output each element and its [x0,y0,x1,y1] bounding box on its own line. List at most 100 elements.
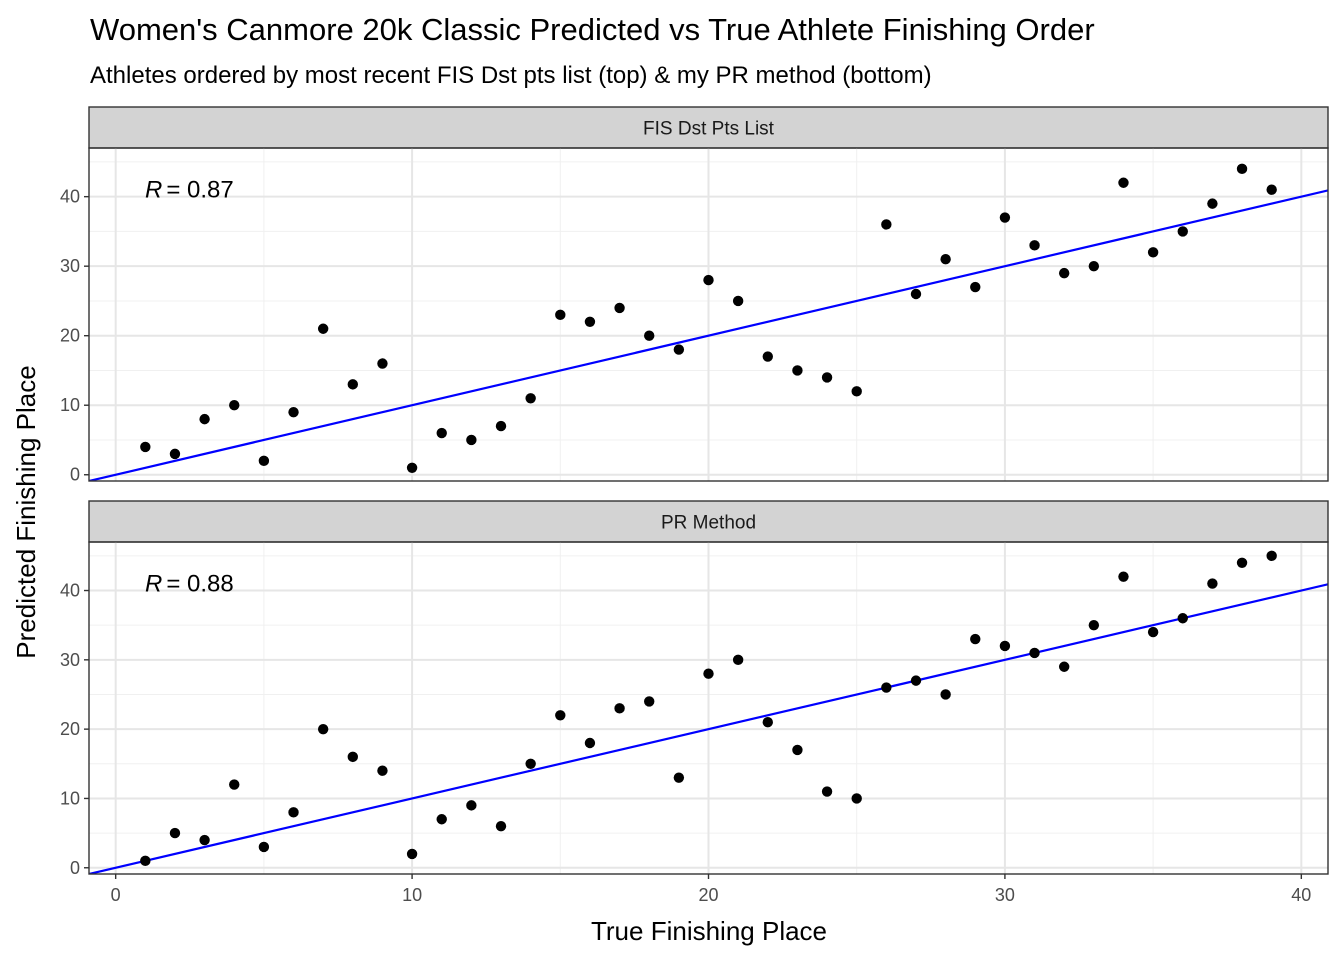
data-point [910,288,922,300]
data-point [732,654,744,666]
data-point [940,689,951,700]
data-point [1088,619,1100,631]
facet-strip [88,106,1329,149]
data-point [169,827,181,839]
data-point [555,309,566,321]
data-point [495,820,507,832]
data-point [555,710,566,721]
data-point [436,427,447,439]
x-tick-label: 20 [698,885,718,905]
data-point [999,212,1011,223]
data-point [1207,198,1218,209]
data-point [377,765,388,776]
data-point [1118,571,1129,582]
data-point [377,358,388,369]
data-point [1088,260,1100,272]
data-point [673,772,685,783]
y-tick-label: 30 [60,650,80,670]
data-point [821,372,833,383]
data-point [1177,613,1188,624]
data-point [229,400,240,411]
y-tick-label: 40 [60,581,80,601]
correlation-value: = 0.88 [166,571,233,598]
correlation-symbol: R [145,571,162,598]
regression-line [89,189,1328,481]
data-point [525,758,536,769]
data-point [288,807,299,818]
data-point [732,295,744,307]
data-point [881,219,892,230]
data-point [970,633,981,645]
y-tick-label: 10 [60,395,80,415]
data-point [644,330,655,341]
facet-strip [88,500,1329,543]
data-point [317,323,329,334]
x-tick-label: 10 [402,885,422,905]
correlation-label: R = 0.87 [145,177,234,204]
data-point [1236,557,1248,568]
data-point [1029,647,1040,659]
data-point [851,793,862,804]
data-point [169,448,181,460]
x-axis: 0 10 20 30 40 [111,874,1311,905]
data-point [199,413,210,425]
data-point [614,703,625,714]
y-tick-label: 40 [60,187,80,207]
data-point [258,455,270,467]
data-point [406,462,418,473]
data-point [229,779,240,790]
data-point [792,365,803,376]
data-point [851,386,862,397]
data-point [673,344,685,355]
x-tick-label: 40 [1291,885,1311,905]
data-point [584,737,596,749]
data-point [1266,550,1277,562]
y-tick-label: 30 [60,256,80,276]
data-point [525,393,536,404]
data-point [762,351,773,362]
data-point [1207,578,1218,589]
panel-border [88,147,1329,482]
data-point [347,379,359,390]
chart-subtitle: Athletes ordered by most recent FIS Dst … [90,62,932,89]
x-tick-label: 30 [995,885,1015,905]
y-tick-label: 0 [70,465,80,485]
panel-fis-dst-pts: FIS Dst Pts List 0 10 20 30 40 R = 0.87 [60,106,1329,485]
data-point [970,281,981,293]
data-point [703,668,714,679]
data-point [1266,184,1277,195]
y-tick-label: 20 [60,326,80,346]
data-point [1177,226,1188,237]
y-tick-label: 10 [60,788,80,808]
data-point [703,274,714,286]
data-point [199,834,210,846]
data-point [644,696,655,707]
correlation-label: R = 0.88 [145,571,234,598]
data-point [495,420,507,432]
correlation-value: = 0.87 [166,177,233,204]
data-point [792,744,803,756]
panel-pr-method: PR Method 0 10 20 30 40 R = 0.88 [60,500,1329,878]
data-point [1118,177,1129,188]
data-point [1236,163,1248,175]
data-point [584,316,596,327]
correlation-symbol: R [145,177,162,204]
data-point [466,434,477,446]
data-point [288,406,299,418]
data-point [436,814,447,825]
data-point [1147,626,1159,638]
x-axis-title: True Finishing Place [591,916,827,946]
data-point [406,848,418,860]
data-point [1029,240,1040,251]
data-point [614,302,625,314]
data-point [258,841,270,853]
x-tick-label: 0 [111,885,121,905]
data-point [910,675,922,686]
data-point [317,723,329,735]
y-tick-label: 0 [70,858,80,878]
data-point [881,682,892,693]
y-tick-label: 20 [60,719,80,739]
y-axis-title: Predicted Finishing Place [11,365,41,658]
data-point [821,786,833,797]
data-point [1058,661,1070,672]
